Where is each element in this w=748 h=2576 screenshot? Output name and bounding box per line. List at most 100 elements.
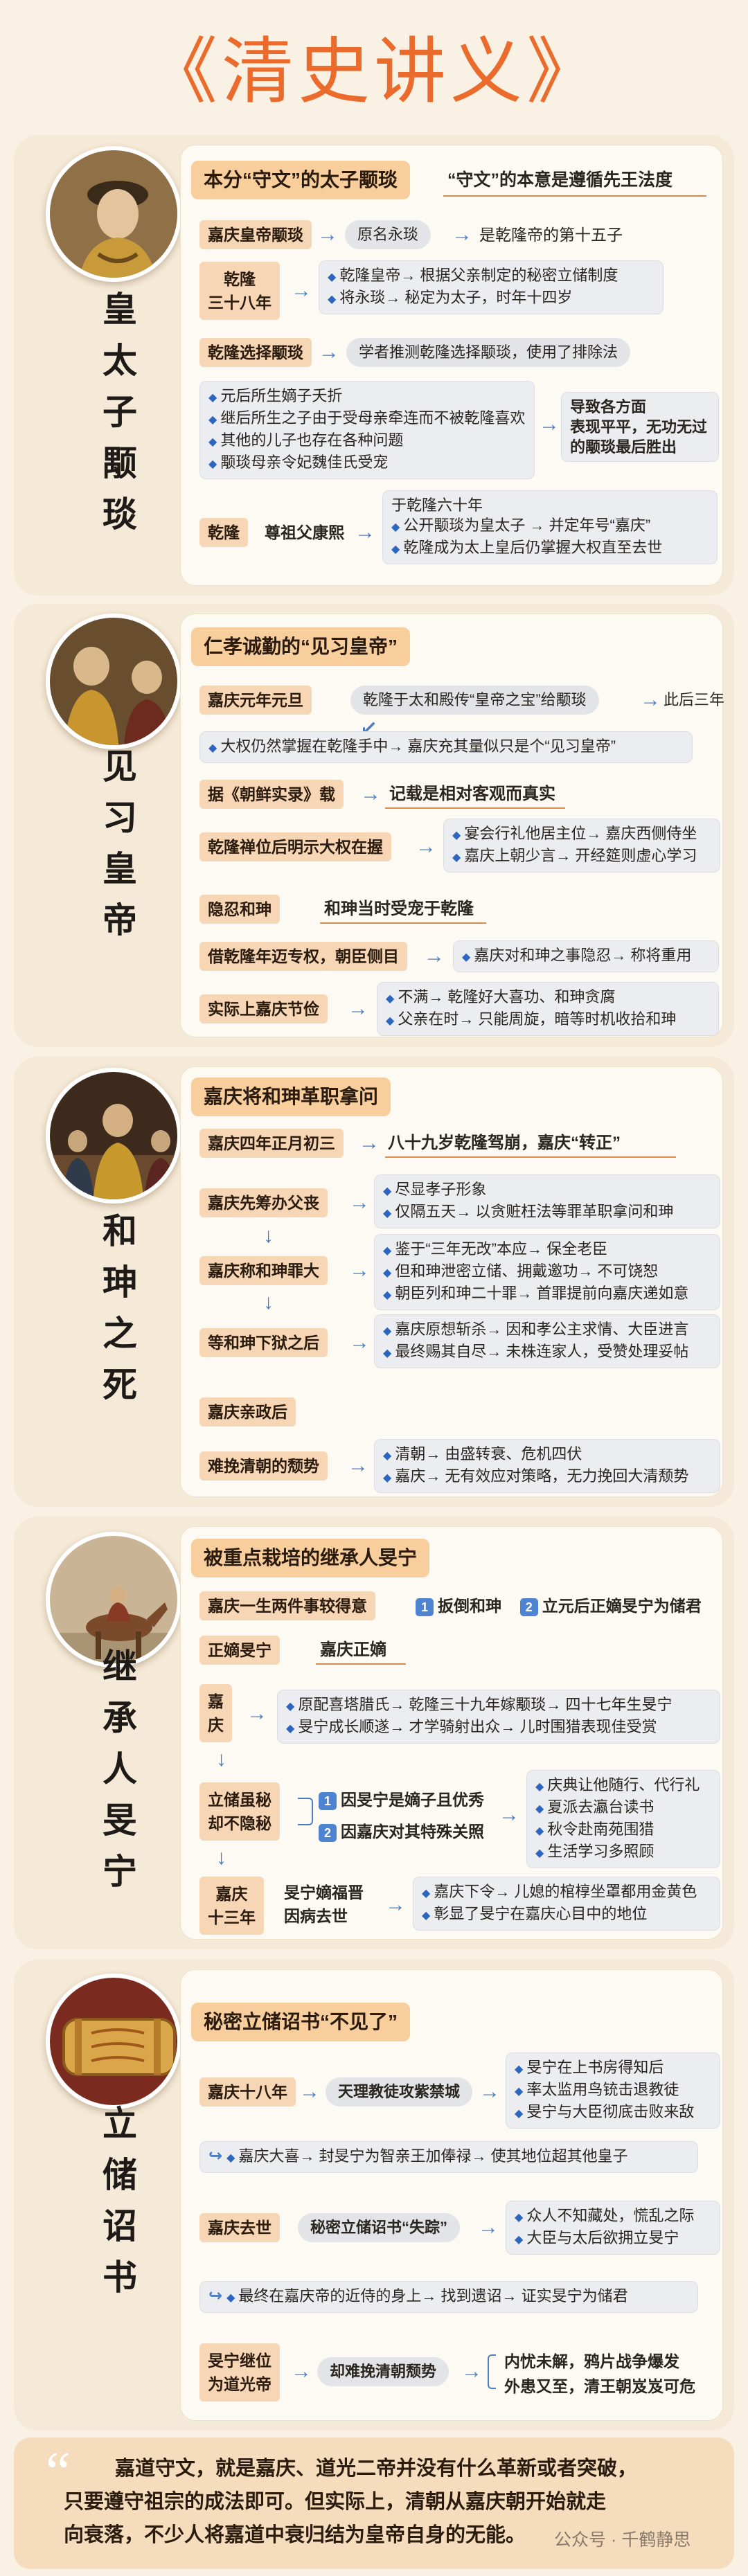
quote-icon: “ [46,2442,71,2503]
crimes-box: ◆ 鉴于“三年无改”本应→ 保全老臣 ◆ 但和珅泄密立储、拥戴邀功→ 不可饶恕 ◆ 朝… [374,1234,720,1310]
section-side-title: 继承人旻宁 [103,1647,137,1891]
label-jiaqing-18: 嘉庆十八年 [199,2077,296,2107]
portrait-image [46,1532,181,1667]
diamond-icon: ◆ [208,436,217,448]
section-side-title: 立储诏书 [103,2104,137,2297]
label-qianlong-choice: 乾隆选择颙琰 [199,338,312,367]
diamond-icon: ◆ [422,1910,431,1922]
trainee-box: ◆ 大权仍然掌握在乾隆手中→ 嘉庆充其量似只是个“见习皇帝” [199,731,693,763]
label-endure-heshen: 隐忍和珅 [199,895,280,924]
header-underline [443,195,706,197]
arrow-icon: → [424,945,445,967]
diamond-icon: ◆ [386,1015,395,1027]
down-arrow-icon: ↓ [263,1291,274,1314]
diamond-icon: ◆ [452,830,461,841]
succession-pill: 乾隆于太和殿传“皇帝之宝”给颙琰 [350,686,599,715]
diamond-icon: ◆ [515,2234,524,2246]
label-date: 嘉庆四年正月初三 [199,1129,344,1158]
arrow-icon: → [291,2360,312,2383]
frugal-box: ◆ 不满→ 乾隆好大喜功、和珅贪腐 ◆ 父亲在时→ 只能周旋，暗等时机收拾和珅 [377,982,719,1036]
diamond-icon: ◆ [383,1472,392,1484]
portrait-image [46,146,181,282]
label-crimes: 嘉庆称和珅罪大 [199,1256,328,1285]
found-box: ↪ ◆ 最终在嘉庆帝的近侍的身上→ 找到遗诏→ 证实旻宁为储君 [199,2281,698,2313]
arrow-icon: → [416,835,436,858]
section-side-title: 见习皇帝 [103,747,137,940]
section-header: 仁孝诚勤的“见习皇帝” [191,627,411,666]
diamond-icon: ◆ [515,2108,524,2120]
funeral-box: ◆ 尽显孝子形象 ◆ 仅隔五天→ 以贪赃枉法等罪革职拿问和珅 [374,1174,720,1228]
arrow-icon: → [385,1893,406,1916]
diamond-icon: ◆ [391,521,400,533]
qianlong-38-box: ◆ 乾隆皇帝→ 根据父亲制定的秘密立储制度 ◆ 将永琰→ 秘定为太子，时年十四岁 [319,260,664,314]
daoguang-pill: 却难挽清朝颓势 [317,2357,449,2386]
bracket-icon [298,1798,313,1825]
pride-items: 1 扳倒和珅 2 立元后正嫡旻宁为储君 [416,1595,702,1616]
diamond-icon: ◆ [328,271,337,283]
power-box: ◆ 宴会行礼他居主位→ 嘉庆西侧侍坐 ◆ 嘉庆上朝少言→ 开经筵则虚心学习 [443,819,720,873]
jiaqing-box: ◆ 原配喜塔腊氏→ 乾隆三十九年嫁颙琰→ 四十七年生旻宁 ◆ 旻宁成长顺遂→ 才学骑… [277,1690,720,1744]
reward-box: ↪ ◆ 嘉庆大喜→ 封旻宁为智亲王加俸禄→ 使其地位超其他皇子 [199,2141,698,2173]
heshen-power-box: ◆ 嘉庆对和珅之事隐忍→ 称将重用 [453,940,719,972]
summary-line-3: 向衰落，不少人将嘉道中衰归结为皇帝自身的无能。 [64,2524,526,2546]
death-box: ◆ 众人不知藏处，慌乱之际 ◆ 大臣与太后欲拥立旻宁 [506,2201,720,2255]
header-note: “守文”的本意是遵循先王法度 [447,170,673,190]
portrait-image [46,614,181,749]
label-legit-heir: 正嫡旻宁 [199,1636,280,1665]
label-qianlong: 乾隆 [199,518,248,547]
arrow-icon: → [319,341,339,364]
arrow-icon: → [360,782,381,805]
diamond-icon: ◆ [422,1888,431,1899]
diamond-icon: ◆ [535,1848,544,1859]
portrait-image [46,1974,181,2109]
label-qianlong-38: 乾隆 三十八年 [199,262,280,320]
section-header: 本分“守文”的太子颙琰 [191,161,411,199]
section-header: 被重点栽培的继承人旻宁 [191,1539,430,1577]
number-badge: 1 [319,1792,337,1810]
number-badge: 2 [319,1824,337,1842]
diamond-icon: ◆ [383,1348,392,1359]
watermark: 公众号 · 千鹤静思 [554,2530,691,2550]
arrow-icon: → [291,279,312,302]
diamond-icon: ◆ [226,2152,235,2164]
label-personal-rule: 嘉庆亲政后 [199,1397,296,1426]
secret-reason-1: 1 因旻宁是嫡子且优秀 [319,1789,484,1810]
jq13-box: ◆ 嘉庆下令→ 儿媳的棺椁坐罩都用金黄色 ◆ 彰显了旻宁在嘉庆心目中的地位 [413,1877,720,1931]
arrow-icon: ↪ [208,2147,223,2165]
decline-box: ◆ 清朝→ 由盛转衰、危机四伏 ◆ 嘉庆→ 无有效应对策略，无力挽回大清颓势 [374,1439,720,1493]
section-side-title: 和珅之死 [103,1212,137,1404]
records-note: 记载是相对客观而真实 [389,785,555,803]
diamond-icon: ◆ [462,951,471,963]
diamond-icon: ◆ [535,1781,544,1793]
arrow-icon: → [348,1454,368,1477]
legit-underline [316,1663,406,1665]
number-badge: 2 [519,1598,538,1616]
arrow-icon: → [640,688,661,711]
label-secret-heir: 立储虽秘 却不隐秘 [199,1782,280,1841]
date-note: 八十九岁乾隆驾崩，嘉庆“转正” [388,1134,621,1152]
choice-result-box: 导致各方面 表现平平，无功无过 的颙琰最后胜出 [561,392,719,462]
choice-note-pill: 学者推测乾隆选择颙琰，使用了排除法 [346,338,631,367]
daoguang-result: 内忧未解，鸦片战争爆发 外患又至，清王朝岌岌可危 [504,2352,695,2395]
secret-box: ◆ 庆典让他随行、代行礼 ◆ 夏派去瀛台读书 ◆ 秋令赴南苑围猎 ◆ 生活学习多照顾 [526,1770,720,1868]
diamond-icon: ◆ [208,392,217,404]
qianlong-60-box: 于乾隆六十年 ◆ 公开颙琰为皇太子 → 并定年号“嘉庆” ◆ 乾隆成为太上皇后仍掌握… [382,490,718,564]
arrow-icon: → [247,1702,267,1725]
label-two-prides: 嘉庆一生两件事较得意 [199,1591,375,1620]
label-frugal: 实际上嘉庆节俭 [199,994,328,1023]
arrow-icon: → [461,2360,482,2383]
arrow-icon: → [499,1803,519,1826]
arrow-icon: → [539,413,560,436]
date-underline [385,1156,676,1158]
label-heshen-power: 借乾隆年迈专权，朝臣侧目 [199,942,407,971]
diamond-icon: ◆ [383,1289,392,1301]
diamond-icon: ◆ [383,1325,392,1337]
heshen-underline [320,922,486,924]
arrow-icon: → [359,1132,380,1154]
label-jiaqing-year1: 嘉庆元年元旦 [199,686,312,715]
number-badge: 1 [416,1598,434,1616]
diamond-icon: ◆ [286,1701,295,1712]
arrow-icon: → [349,1191,370,1214]
arrow-icon: → [349,1259,370,1282]
label-funeral: 嘉庆先筹办父丧 [199,1188,328,1217]
